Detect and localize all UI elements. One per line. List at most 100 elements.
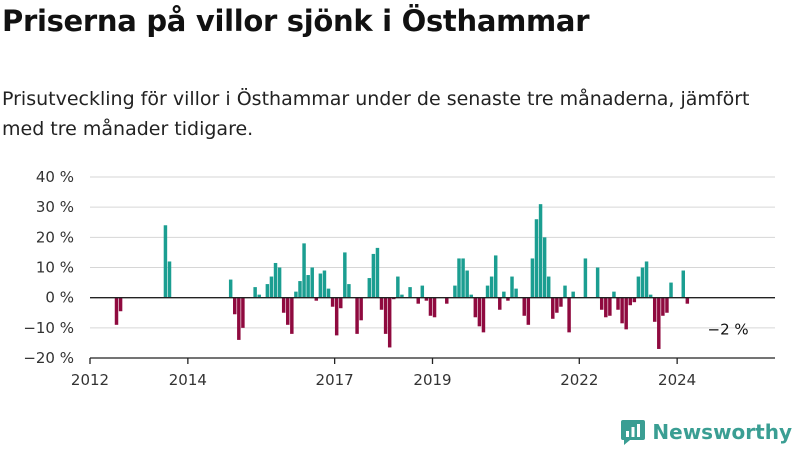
bar [493, 255, 498, 298]
bar [657, 297, 661, 349]
bar [237, 297, 241, 340]
bar [481, 297, 486, 333]
bar [542, 237, 547, 298]
bar [583, 258, 588, 298]
y-tick-label: −20 % [23, 349, 74, 367]
bar [228, 279, 233, 298]
y-tick-label: 0 % [45, 289, 74, 307]
bar [506, 297, 510, 301]
bar [367, 278, 372, 298]
bar [534, 219, 539, 298]
bar [632, 297, 637, 303]
bar [498, 297, 502, 310]
bar [420, 285, 425, 298]
bar [559, 297, 563, 307]
bar [616, 297, 620, 310]
x-tick-label: 2024 [658, 371, 696, 389]
bar [648, 294, 653, 298]
bar [273, 262, 278, 298]
bar [118, 297, 123, 312]
bar [314, 297, 319, 301]
chart-subtitle: Prisutveckling för villor i Östhammar un… [2, 88, 750, 140]
bar [294, 291, 298, 298]
bar [253, 287, 257, 298]
bar [302, 243, 306, 298]
x-tick-label: 2014 [169, 371, 207, 389]
bar [469, 294, 473, 298]
bar [306, 275, 310, 298]
bar [636, 276, 641, 298]
bar [387, 297, 392, 348]
bar [546, 276, 551, 298]
bar [281, 297, 286, 313]
bar [392, 297, 396, 300]
bar [400, 294, 404, 298]
x-axis: 2012 2014 2017 2019 2022 2024 [71, 297, 775, 389]
bar [375, 247, 380, 298]
bar-chart: 40 %30 %20 %10 %0 %−10 %−20 % 2012 2014 20… [23, 168, 775, 389]
bar [432, 297, 437, 318]
bar [347, 284, 351, 298]
x-tick-label: 2019 [413, 371, 451, 389]
newsworthy-icon [621, 420, 646, 445]
bars [114, 204, 690, 349]
bar [257, 294, 261, 298]
bar [424, 297, 429, 301]
bar [652, 297, 657, 322]
bar [359, 297, 363, 321]
bar [563, 285, 567, 298]
y-tick-label: 10 % [36, 259, 74, 277]
bar [624, 297, 628, 330]
bar [612, 291, 616, 298]
bar [604, 297, 608, 318]
bar [485, 285, 490, 298]
bar [343, 252, 347, 298]
bar [241, 297, 245, 328]
bar [355, 297, 359, 334]
bar [269, 276, 274, 298]
bar [457, 258, 461, 298]
bar [383, 297, 388, 334]
bar [644, 261, 649, 298]
y-tick-label: −10 % [23, 319, 74, 337]
bar [465, 270, 469, 298]
bar [163, 225, 168, 298]
bar [608, 297, 612, 316]
bar [330, 297, 335, 307]
bar [477, 297, 482, 327]
bar [428, 297, 433, 316]
bar [318, 273, 323, 298]
x-tick-label: 2012 [71, 371, 109, 389]
grid-lines [90, 176, 775, 359]
bar [371, 253, 376, 298]
bar [514, 288, 518, 298]
bar [379, 297, 384, 310]
bar [628, 297, 632, 306]
bar [665, 297, 669, 313]
annotation: −2 % [708, 321, 749, 339]
bar [277, 267, 282, 298]
bar [599, 297, 604, 310]
bar [408, 287, 412, 298]
brand-name: Newsworthy [652, 420, 792, 444]
bar [322, 270, 327, 298]
bar [326, 288, 331, 298]
bar [473, 297, 478, 318]
bar [526, 297, 531, 325]
bar [681, 270, 685, 298]
bar [571, 291, 575, 298]
bar [114, 297, 119, 325]
y-tick-label: 30 % [36, 198, 74, 216]
bar [489, 276, 494, 298]
newsworthy-logo: Newsworthy [620, 418, 792, 446]
bar [522, 297, 526, 316]
bar [661, 297, 665, 316]
bar [640, 267, 645, 298]
y-tick-label: 20 % [36, 228, 74, 246]
bar [334, 297, 339, 336]
bar [538, 204, 543, 298]
bar [502, 291, 506, 298]
bar [310, 267, 314, 298]
bar [530, 258, 535, 298]
y-axis: 40 % 30 % 20 % 10 % 0 % −10 % −20 % [23, 168, 74, 367]
